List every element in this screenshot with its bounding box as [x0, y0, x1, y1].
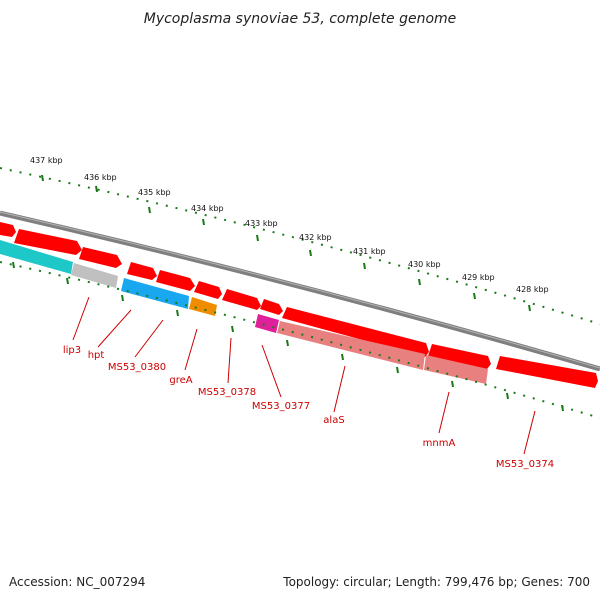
scale-label: 435 kbp: [138, 188, 171, 197]
gene-feature-red: [127, 262, 157, 280]
gene-features: [0, 222, 598, 388]
gene-label-lip3: lip3: [63, 345, 81, 356]
scale-labels: 437 kbp 436 kbp 435 kbp 434 kbp 433 kbp …: [30, 156, 549, 294]
genome-backbone: [0, 210, 600, 372]
outer-tick-track: [0, 167, 600, 325]
scale-label: 430 kbp: [408, 260, 441, 269]
gene-feature-red: [282, 307, 429, 357]
gene-feature-red: [194, 281, 222, 299]
gene-feature-magenta: [255, 314, 279, 333]
scale-label: 431 kbp: [353, 247, 386, 256]
outer-major-ticks: [41, 174, 531, 312]
accession-text: Accession: NC_007294: [9, 575, 146, 589]
gene-feature-red: [156, 270, 195, 291]
genome-backbone-highlight: [0, 211, 600, 369]
inner-major-ticks: [12, 261, 564, 412]
scale-label: 432 kbp: [299, 233, 332, 242]
gene-feature-red: [79, 247, 122, 268]
gene-label-grea: greA: [169, 375, 192, 386]
gene-label-mnma: mnmA: [423, 438, 456, 449]
gene-label-hpt: hpt: [88, 350, 105, 361]
gene-feature-pink: [277, 321, 425, 370]
scale-label: 429 kbp: [462, 273, 495, 282]
gene-feature-red: [0, 222, 16, 237]
gene-feature-red: [222, 289, 261, 310]
gene-feature-pink: [424, 355, 488, 384]
gene-feature-blue: [121, 278, 189, 309]
outer-minor-ticks: [0, 167, 600, 325]
genome-summary-text: Topology: circular; Length: 799,476 bp; …: [283, 575, 590, 589]
gene-feature-red: [496, 356, 598, 388]
gene-label-ms53-0380: MS53_0380: [108, 362, 166, 373]
gene-feature-grey: [71, 263, 118, 288]
scale-label: 434 kbp: [191, 204, 224, 213]
gene-feature-cyan: [0, 240, 73, 274]
gene-labels: lip3 hpt MS53_0380 greA MS53_0378 MS53_0…: [63, 345, 554, 470]
scale-label: 436 kbp: [84, 173, 117, 182]
scale-label: 428 kbp: [516, 285, 549, 294]
map-title: Mycoplasma synoviae 53, complete genome: [144, 11, 457, 27]
gene-feature-red: [428, 344, 491, 369]
gene-label-ms53-0374: MS53_0374: [496, 459, 554, 470]
scale-label: 433 kbp: [245, 219, 278, 228]
gene-feature-red: [260, 299, 283, 315]
scale-label: 437 kbp: [30, 156, 63, 165]
gene-feature-orange: [189, 297, 217, 316]
gene-feature-red: [14, 229, 82, 255]
inner-tick-track: [0, 261, 600, 419]
label-leaders: [72, 296, 536, 455]
gene-label-alas: alaS: [323, 415, 344, 426]
gene-label-ms53-0378: MS53_0378: [198, 387, 256, 398]
gene-label-ms53-0377: MS53_0377: [252, 401, 310, 412]
